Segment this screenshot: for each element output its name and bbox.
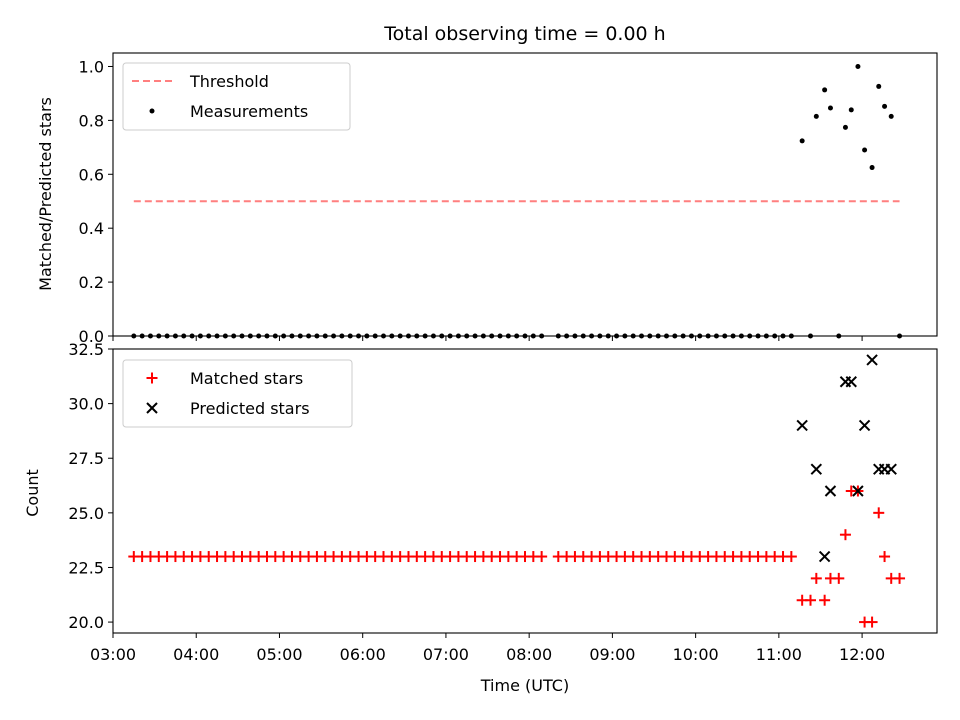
predicted-star-point [810, 463, 823, 475]
measurement-point [882, 103, 888, 109]
matched-star-point [804, 594, 816, 606]
predicted-star-point [866, 354, 878, 366]
bottom-y-axis-label: Count [23, 469, 42, 517]
matched-star-point [785, 551, 797, 563]
bottom-axes-frame [112, 348, 938, 634]
predicted-star-point-b [824, 485, 837, 497]
top-y-tick-label: 0.8 [79, 111, 104, 130]
bottom-plot-area [128, 354, 906, 628]
matched-star-point [536, 551, 548, 563]
predicted-star-point-b [885, 463, 897, 475]
measurement-point [888, 113, 894, 119]
predicted-star-point-b [818, 550, 831, 563]
x-tick-label: 03:00 [90, 645, 136, 664]
x-tick-label: 07:00 [423, 645, 469, 664]
matched-star-point [833, 572, 845, 584]
legend-measurements-label: Measurements [190, 102, 308, 121]
bottom-y-tick-label: 27.5 [68, 449, 104, 468]
matched-star-point [866, 616, 878, 628]
legend-predicted-label: Predicted stars [190, 399, 310, 418]
legend-matched-label: Matched stars [190, 369, 303, 388]
measurement-point [813, 113, 819, 119]
matched-star-point [879, 551, 891, 563]
predicted-star-point-b [858, 419, 871, 432]
x-tick-label: 04:00 [173, 645, 219, 664]
predicted-star-point [852, 485, 864, 497]
top-y-axis-label: Matched/Predicted stars [36, 97, 55, 291]
legend-x-glyph-b [146, 402, 158, 414]
predicted-star-point [858, 419, 871, 432]
predicted-star-point-b [845, 376, 857, 388]
predicted-star-point-b [796, 419, 808, 432]
measurement-point [848, 107, 854, 113]
matched-star-point [810, 572, 822, 584]
predicted-stars-legend-marker [146, 402, 158, 414]
bottom-y-tick-label: 25.0 [68, 504, 104, 523]
bottom-y-tick-label: 32.5 [68, 340, 104, 359]
x-tick-label: 08:00 [506, 645, 552, 664]
x-tick-label: 11:00 [756, 645, 802, 664]
top-legend-box [122, 62, 351, 131]
top-y-ticks: 0.0 0.2 0.4 0.6 0.8 1.0 [79, 57, 113, 346]
matched-stars-legend-marker [146, 372, 158, 384]
predicted-star-point-b [866, 354, 878, 366]
legend-x-glyph [146, 402, 158, 414]
bottom-x-ticks: 03:00 04:00 05:00 06:00 07:00 08:00 09:00 10:00… [90, 633, 885, 664]
x-tick-label: 09:00 [589, 645, 635, 664]
predicted-star-point [824, 485, 837, 497]
top-x-ticks [112, 336, 863, 341]
top-axes-frame [112, 52, 938, 337]
x-tick-label: 06:00 [340, 645, 386, 664]
x-tick-label: 12:00 [839, 645, 885, 664]
measurement-point [876, 83, 882, 89]
predicted-star-point-b [852, 485, 864, 497]
top-y-tick-label: 1.0 [79, 57, 104, 76]
matched-star-point [819, 594, 831, 606]
matched-star-point [873, 507, 885, 519]
top-y-tick-label: 0.2 [79, 273, 104, 292]
measurement-point [869, 165, 875, 171]
x-tick-label: 05:00 [256, 645, 302, 664]
predicted-star-point [845, 376, 857, 388]
measurement-point [855, 63, 861, 69]
matched-star-point [894, 572, 906, 584]
chart-title: Total observing time = 0.00 h [383, 23, 665, 45]
bottom-y-tick-label: 20.0 [68, 613, 104, 632]
bottom-legend: Matched stars Predicted stars [122, 359, 353, 428]
top-y-tick-label: 0.0 [79, 327, 104, 346]
legend-plus-glyph [146, 372, 158, 384]
top-legend: Threshold Measurements [122, 62, 351, 131]
measurement-point [842, 124, 848, 130]
top-y-tick-label: 0.4 [79, 219, 104, 238]
top-y-tick-label: 0.6 [79, 165, 104, 184]
predicted-star-point [818, 550, 831, 563]
predicted-star-point-b [810, 463, 823, 475]
bottom-legend-box [122, 359, 353, 428]
x-axis-label: Time (UTC) [480, 676, 569, 695]
bottom-y-tick-label: 30.0 [68, 395, 104, 414]
x-tick-label: 10:00 [673, 645, 719, 664]
legend-threshold-label: Threshold [189, 72, 269, 91]
predicted-star-point [796, 419, 808, 432]
top-panel: Total observing time = 0.00 h Matched/Pr… [36, 23, 938, 346]
top-plot-area [131, 63, 903, 339]
bottom-panel: Count Time (UTC) 20.0 22.5 25.0 27.5 30.0 32.… [23, 340, 938, 695]
bottom-y-ticks: 20.0 22.5 25.0 27.5 30.0 32.5 [68, 340, 113, 632]
bottom-y-tick-label: 22.5 [68, 558, 104, 577]
measurement-point [799, 138, 805, 144]
measurement-point [827, 105, 833, 111]
measurement-point [862, 147, 868, 153]
matched-star-point [839, 529, 851, 541]
measurements-legend-marker [149, 108, 155, 114]
predicted-star-point [885, 463, 897, 475]
measurement-point [822, 87, 828, 93]
